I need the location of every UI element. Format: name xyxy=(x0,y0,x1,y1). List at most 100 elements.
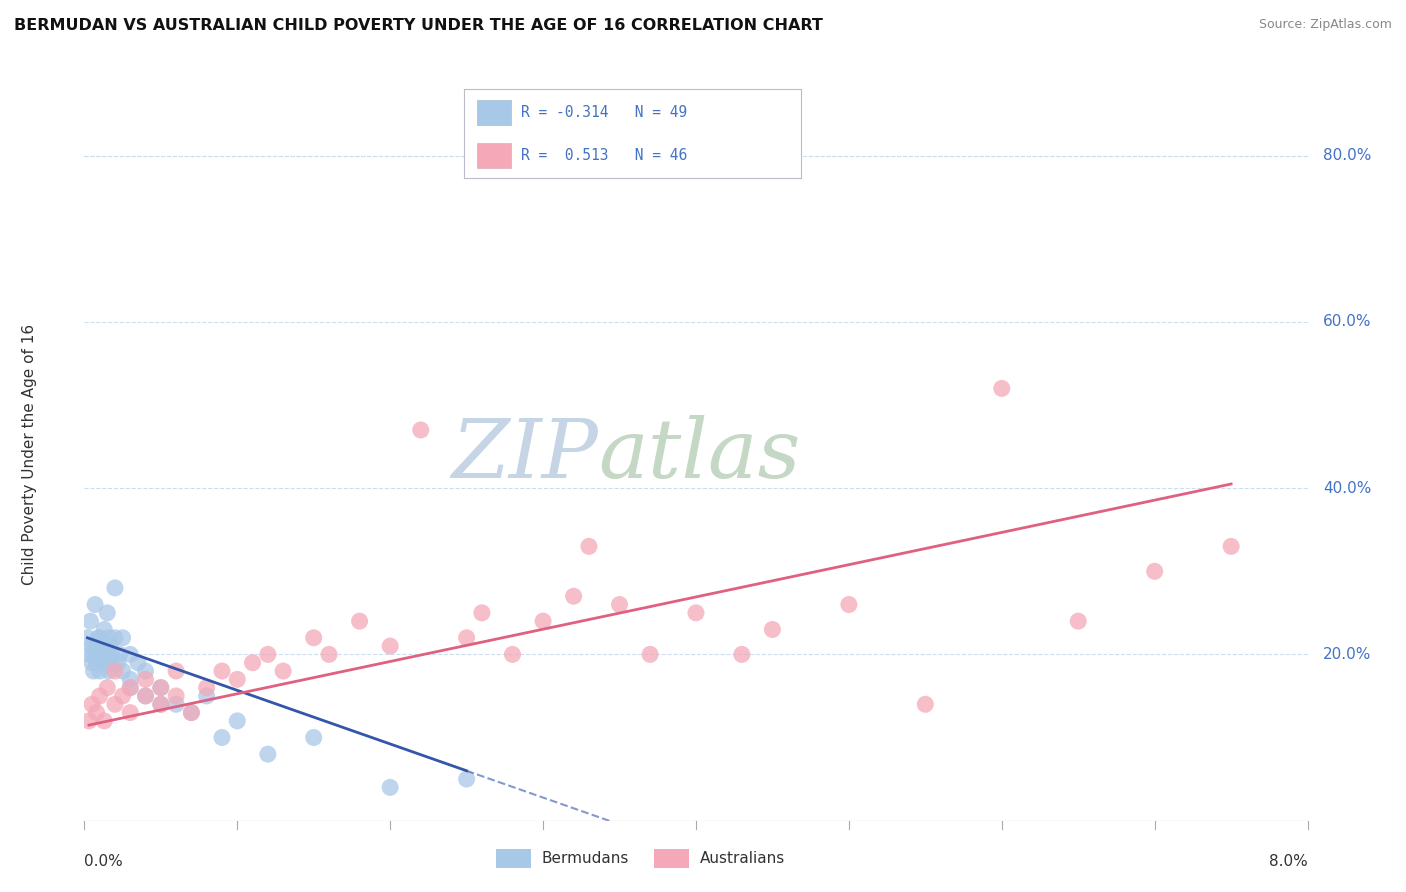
Point xyxy=(86,656,108,670)
Point xyxy=(578,539,600,553)
Point xyxy=(149,698,172,712)
Bar xyxy=(478,100,512,125)
Point xyxy=(226,673,249,687)
Bar xyxy=(495,849,531,869)
Point xyxy=(257,747,280,761)
Point xyxy=(120,681,142,695)
Point xyxy=(380,639,402,653)
Point xyxy=(98,656,121,670)
Point xyxy=(1220,539,1243,553)
Point xyxy=(77,648,100,662)
Point xyxy=(97,664,120,678)
Point xyxy=(149,681,172,695)
Point xyxy=(104,581,127,595)
Point xyxy=(120,673,142,687)
Point xyxy=(84,598,107,612)
Point xyxy=(80,656,103,670)
Point xyxy=(242,656,264,670)
Point xyxy=(93,648,115,662)
Point xyxy=(111,631,134,645)
Point xyxy=(97,631,120,645)
Point xyxy=(456,772,478,786)
Point xyxy=(531,614,554,628)
Point xyxy=(104,631,127,645)
Point xyxy=(98,639,121,653)
Point xyxy=(107,656,129,670)
Point xyxy=(302,731,325,745)
Point xyxy=(501,648,523,662)
Point xyxy=(135,689,157,703)
Text: 80.0%: 80.0% xyxy=(1323,148,1371,163)
Point xyxy=(93,623,115,637)
Point xyxy=(165,689,187,703)
Text: 40.0%: 40.0% xyxy=(1323,481,1371,496)
Point xyxy=(471,606,494,620)
Point xyxy=(104,664,127,678)
Point xyxy=(77,714,100,728)
Point xyxy=(101,648,124,662)
Point xyxy=(180,706,202,720)
Point xyxy=(838,598,860,612)
Text: BERMUDAN VS AUSTRALIAN CHILD POVERTY UNDER THE AGE OF 16 CORRELATION CHART: BERMUDAN VS AUSTRALIAN CHILD POVERTY UND… xyxy=(14,18,823,33)
Point xyxy=(1067,614,1090,628)
Point xyxy=(111,664,134,678)
Point xyxy=(91,639,114,653)
Point xyxy=(86,706,108,720)
Point xyxy=(211,731,233,745)
Point xyxy=(94,656,117,670)
Point xyxy=(165,664,187,678)
Text: Bermudans: Bermudans xyxy=(541,851,628,866)
Text: 0.0%: 0.0% xyxy=(84,854,124,869)
Point xyxy=(638,648,661,662)
Point xyxy=(96,606,118,620)
Text: R = -0.314   N = 49: R = -0.314 N = 49 xyxy=(522,105,688,120)
Point xyxy=(318,648,340,662)
Point xyxy=(149,698,172,712)
Point xyxy=(89,648,111,662)
Point xyxy=(96,648,118,662)
Point xyxy=(80,639,103,653)
Point xyxy=(195,681,218,695)
Point xyxy=(83,648,105,662)
Point xyxy=(120,681,142,695)
Point xyxy=(93,714,115,728)
Point xyxy=(108,648,131,662)
Text: Source: ZipAtlas.com: Source: ZipAtlas.com xyxy=(1258,18,1392,31)
Text: 60.0%: 60.0% xyxy=(1323,315,1371,329)
Point xyxy=(89,664,111,678)
Text: ZIP: ZIP xyxy=(451,415,598,495)
Point xyxy=(80,698,103,712)
Point xyxy=(89,631,111,645)
Text: Child Poverty Under the Age of 16: Child Poverty Under the Age of 16 xyxy=(22,325,37,585)
Point xyxy=(91,656,114,670)
Point xyxy=(685,606,707,620)
Point xyxy=(86,639,108,653)
Point xyxy=(135,689,157,703)
Point xyxy=(180,706,202,720)
Point xyxy=(349,614,371,628)
Bar xyxy=(654,849,689,869)
Text: 20.0%: 20.0% xyxy=(1323,647,1371,662)
Point xyxy=(562,589,585,603)
Point xyxy=(104,698,127,712)
Point xyxy=(257,648,280,662)
Point xyxy=(380,780,402,795)
Point xyxy=(135,673,157,687)
Bar xyxy=(478,143,512,168)
Point xyxy=(211,664,233,678)
Point xyxy=(302,631,325,645)
Point xyxy=(409,423,432,437)
Point xyxy=(96,681,118,695)
Point xyxy=(127,656,149,670)
Point xyxy=(914,698,936,712)
Text: R =  0.513   N = 46: R = 0.513 N = 46 xyxy=(522,148,688,162)
Point xyxy=(990,381,1012,395)
Point xyxy=(83,664,105,678)
Point xyxy=(761,623,783,637)
Point xyxy=(149,681,172,695)
Text: atlas: atlas xyxy=(598,415,800,495)
Text: Australians: Australians xyxy=(700,851,785,866)
Point xyxy=(456,631,478,645)
Point xyxy=(731,648,754,662)
Point xyxy=(79,614,101,628)
